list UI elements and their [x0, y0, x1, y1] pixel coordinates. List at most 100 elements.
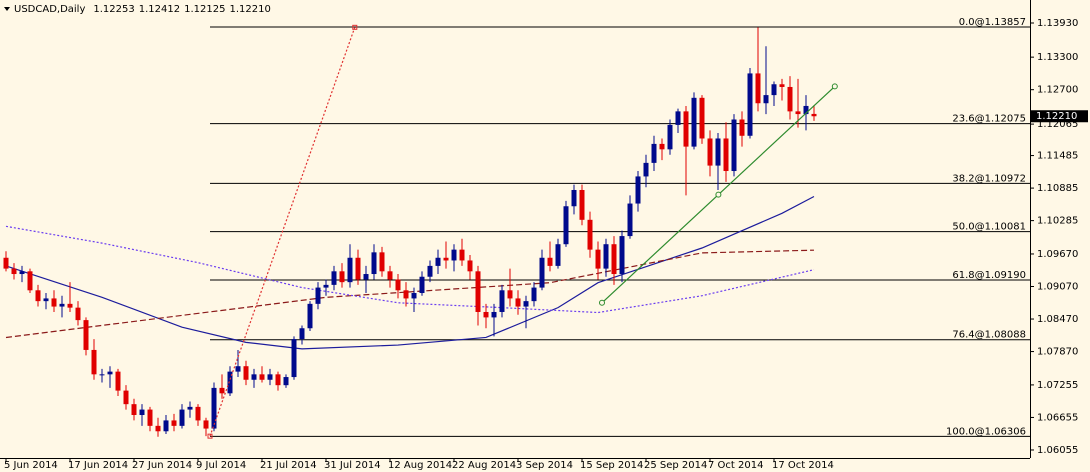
- candle-body: [51, 298, 57, 307]
- y-tick-label: 1.06055: [1037, 445, 1078, 456]
- candle-body: [643, 162, 649, 177]
- x-tick-label: 31 Jul 2014: [324, 460, 381, 471]
- candle-body: [611, 244, 617, 275]
- candle-body: [163, 420, 169, 432]
- candle-body: [35, 290, 41, 302]
- y-tick-label: 1.11485: [1037, 151, 1078, 162]
- x-tick-label: 22 Aug 2014: [452, 460, 516, 471]
- fib-label: 38.2@1.10972: [952, 173, 1026, 184]
- candle-body: [491, 311, 497, 318]
- candle-body: [307, 303, 313, 329]
- candle-body: [363, 274, 369, 280]
- candle-body: [251, 374, 257, 380]
- candle-body: [387, 271, 393, 280]
- candle-body: [59, 303, 65, 307]
- candle-body: [203, 420, 209, 429]
- candle-body: [707, 138, 713, 166]
- candle-body: [211, 387, 217, 429]
- candle-body: [43, 298, 49, 302]
- candle-body: [379, 252, 385, 272]
- candle-body: [195, 406, 201, 421]
- candle-body: [723, 138, 729, 172]
- candle-body: [435, 257, 441, 266]
- candle-body: [451, 249, 457, 261]
- candle-body: [547, 257, 553, 266]
- fib-label: 0.0@1.13857: [959, 17, 1026, 28]
- candle-body: [147, 409, 153, 426]
- x-tick-label: 12 Aug 2014: [388, 460, 452, 471]
- candle-body: [355, 257, 361, 280]
- candle-body: [75, 307, 81, 321]
- candle-body: [787, 86, 793, 112]
- candle-body: [659, 143, 665, 150]
- x-tick-label: 17 Jun 2014: [68, 460, 128, 471]
- candle-body: [427, 265, 433, 277]
- fib-label: 50.0@1.10081: [952, 222, 1026, 233]
- candle-body: [19, 271, 25, 275]
- candle-body: [627, 203, 633, 237]
- y-tick-label: 1.12065: [1037, 119, 1078, 130]
- y-tick-label: 1.09670: [1037, 249, 1078, 260]
- candle-body: [779, 84, 785, 87]
- candle-body: [323, 284, 329, 288]
- y-tick-label: 1.09070: [1037, 282, 1078, 293]
- candle-body: [531, 287, 537, 302]
- candle-body: [3, 257, 9, 269]
- candle-body: [299, 328, 305, 340]
- y-tick-label: 1.08470: [1037, 314, 1078, 325]
- candle-body: [523, 301, 529, 307]
- menu-triangle: [4, 7, 10, 11]
- y-tick-label: 1.07870: [1037, 347, 1078, 358]
- chart-title: USDCAD,Daily 1.12253 1.12412 1.12125 1.12210: [14, 4, 271, 15]
- candle-body: [715, 138, 721, 166]
- candle-body: [755, 73, 761, 104]
- title-value: 1.12412: [139, 4, 180, 15]
- candle-body: [771, 84, 777, 96]
- candle-body: [587, 219, 593, 250]
- candle-body: [291, 339, 297, 378]
- candle-body: [83, 320, 89, 350]
- y-tick-label: 1.13300: [1037, 52, 1078, 63]
- x-tick-label: 15 Sep 2014: [580, 460, 643, 471]
- candle-body: [579, 189, 585, 220]
- candle-body: [499, 290, 505, 312]
- candle-body: [475, 271, 481, 312]
- candle-body: [443, 257, 449, 261]
- y-tick-label: 1.13930: [1037, 18, 1078, 29]
- candle-body: [283, 377, 289, 386]
- x-tick-label: 3 Sep 2014: [516, 460, 573, 471]
- candle-body: [675, 111, 681, 125]
- candle-body: [795, 111, 801, 115]
- candle-body: [27, 271, 33, 291]
- x-tick-label: 21 Jul 2014: [260, 460, 317, 471]
- fib-label: 23.6@1.12075: [952, 114, 1026, 125]
- candle-body: [107, 371, 113, 375]
- candle-body: [171, 420, 177, 426]
- candle-body: [467, 260, 473, 272]
- y-tick-label: 1.06655: [1037, 412, 1078, 423]
- fib-label: 76.4@1.08088: [952, 330, 1026, 341]
- candle-body: [507, 290, 513, 299]
- candle-body: [11, 268, 17, 275]
- candle-body: [515, 298, 521, 307]
- fib-label: 100.0@1.06306: [946, 426, 1026, 437]
- candle-body: [395, 279, 401, 291]
- candle-body: [67, 303, 73, 308]
- ray-anchor: [352, 24, 358, 30]
- trendline-anchor: [831, 83, 838, 90]
- candle-body: [731, 119, 737, 172]
- candle-body: [635, 176, 641, 204]
- candle-body: [747, 73, 753, 136]
- candle-body: [331, 271, 337, 285]
- y-tick-label: 1.07255: [1037, 380, 1078, 391]
- candle-body: [179, 409, 185, 426]
- candle-body: [411, 293, 417, 299]
- candle-body: [539, 257, 545, 288]
- candle-body: [571, 189, 577, 207]
- x-tick-label: 7 Oct 2014: [708, 460, 763, 471]
- trendline-anchor: [599, 299, 605, 306]
- title-value: 1.12125: [184, 4, 225, 15]
